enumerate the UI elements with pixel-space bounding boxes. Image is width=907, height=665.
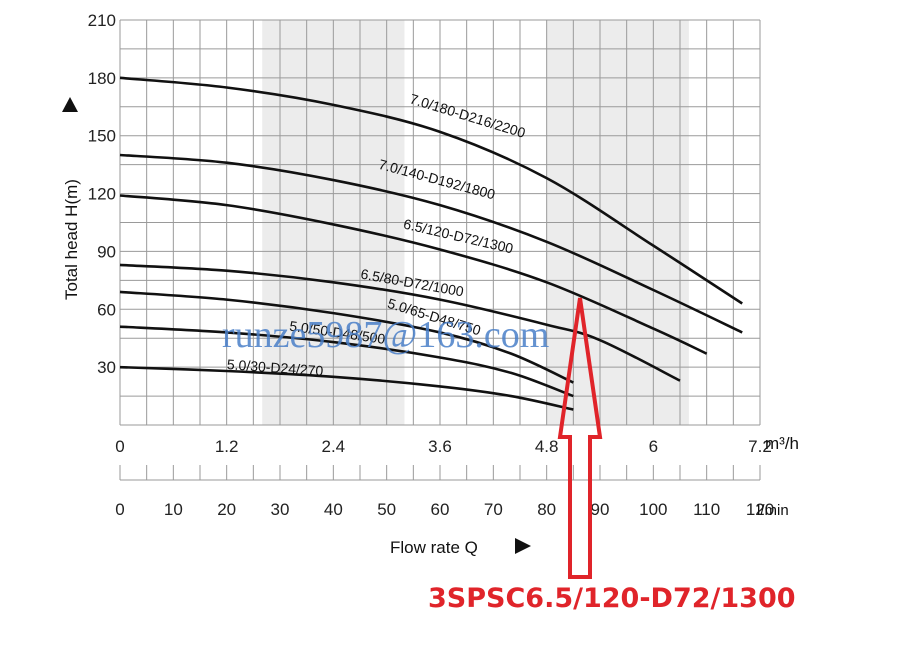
lmin-tick-label: 100 bbox=[639, 500, 667, 519]
lmin-tick-label: 120 bbox=[746, 500, 774, 519]
series-line bbox=[119, 365, 574, 411]
lmin-tick-labels: 0 10 20 30 40 50 60 70 80 90 100 110 120 bbox=[115, 500, 774, 519]
lmin-tick-label: 30 bbox=[271, 500, 290, 519]
lmin-tick-label: 80 bbox=[537, 500, 556, 519]
series-line bbox=[119, 325, 574, 398]
y-tick-label: 180 bbox=[88, 69, 116, 88]
series-line bbox=[119, 153, 743, 334]
x-axis-title: Flow rate Q bbox=[390, 538, 478, 557]
series-line bbox=[119, 290, 574, 384]
highlight-arrow-icon bbox=[557, 297, 603, 579]
lmin-tick-label: 110 bbox=[693, 500, 720, 519]
highlight-model-label: 3SPSC6.5/120-D72/1300 bbox=[428, 583, 796, 614]
x-axis-arrow-icon bbox=[515, 538, 531, 554]
y-tick-label: 30 bbox=[97, 358, 116, 377]
x-tick-label: 2.4 bbox=[322, 437, 346, 456]
y-tick-label: 210 bbox=[88, 11, 116, 30]
y-axis-arrow-icon bbox=[62, 97, 78, 112]
x-tick-label: 7.2 bbox=[748, 437, 772, 456]
x-unit-secondary: l/min bbox=[757, 502, 789, 519]
y-axis-title: Total head H(m) bbox=[62, 179, 81, 300]
x-tick-labels: 0 1.2 2.4 3.6 4.8 6 7.2 bbox=[115, 437, 772, 456]
curve-label: 6.5/120-D72/1300 bbox=[402, 216, 515, 257]
lmin-tick-label: 90 bbox=[591, 500, 610, 519]
x-unit-primary: m³/h bbox=[765, 434, 799, 453]
y-tick-labels: 30 60 90 120 150 180 210 bbox=[88, 11, 116, 377]
curve-label: 7.0/180-D216/2200 bbox=[408, 90, 528, 140]
x-tick-label: 0 bbox=[115, 437, 124, 456]
watermark: runze5987@163.com bbox=[222, 314, 549, 356]
lmin-tick-label: 50 bbox=[377, 500, 396, 519]
series-line bbox=[119, 194, 708, 355]
lmin-tick-label: 20 bbox=[217, 500, 236, 519]
series-line bbox=[119, 76, 743, 305]
series-line bbox=[119, 263, 681, 382]
y-tick-label: 150 bbox=[88, 127, 116, 146]
x-tick-label: 3.6 bbox=[428, 437, 452, 456]
lmin-tick-label: 0 bbox=[115, 500, 124, 519]
lmin-tick-label: 40 bbox=[324, 500, 343, 519]
x-tick-label: 4.8 bbox=[535, 437, 559, 456]
y-tick-label: 90 bbox=[97, 242, 116, 261]
x-tick-label: 1.2 bbox=[215, 437, 239, 456]
y-tick-label: 120 bbox=[88, 185, 116, 204]
curve-label: 5.0/30-D24/270 bbox=[226, 356, 324, 379]
x-tick-label: 6 bbox=[649, 437, 658, 456]
pump-curves bbox=[119, 76, 743, 411]
grid bbox=[119, 19, 761, 481]
y-tick-label: 60 bbox=[97, 300, 116, 319]
lmin-tick-label: 10 bbox=[164, 500, 183, 519]
lmin-tick-label: 70 bbox=[484, 500, 503, 519]
lmin-tick-label: 60 bbox=[431, 500, 450, 519]
